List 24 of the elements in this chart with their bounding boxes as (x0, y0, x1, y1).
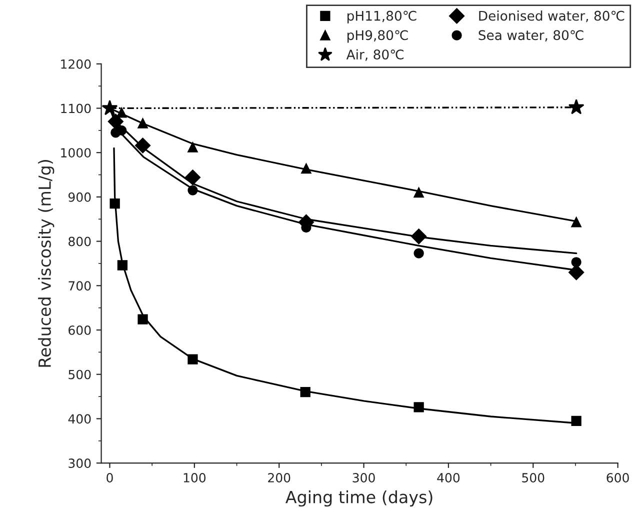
y-tick-label: 1100 (61, 104, 91, 114)
x-tick-label: 400 (437, 473, 460, 482)
y-tick-label: 400 (68, 414, 91, 424)
y-tick-label: 700 (68, 281, 91, 291)
x-tick-label: 600 (606, 473, 629, 482)
legend-label: pH9,80℃ (348, 30, 408, 43)
x-tick-label: 500 (522, 473, 544, 482)
x-tick-label: 0 (106, 473, 113, 482)
y-tick-label: 800 (68, 236, 91, 246)
legend-label: pH11,80℃ (348, 10, 416, 24)
x-axis-title: Aging time (days) (286, 490, 432, 507)
legend-label: Air, 80℃ (346, 49, 404, 61)
y-tick-label: 1200 (61, 59, 91, 69)
y-tick-label: 300 (68, 458, 91, 468)
x-tick-label: 100 (184, 473, 206, 482)
x-tick-label: 200 (268, 473, 290, 482)
legend-label: Sea water, 80℃ (478, 30, 584, 42)
legend-label: Deionised water, 80℃ (479, 10, 624, 22)
y-tick-label: 900 (68, 192, 91, 202)
x-tick-label: 300 (352, 473, 375, 482)
y-tick-label: 500 (68, 370, 91, 380)
y-axis-title: Reduced viscosity (mL/g) (38, 160, 54, 367)
y-tick-label: 1000 (61, 148, 91, 158)
y-tick-label: 600 (68, 325, 91, 335)
